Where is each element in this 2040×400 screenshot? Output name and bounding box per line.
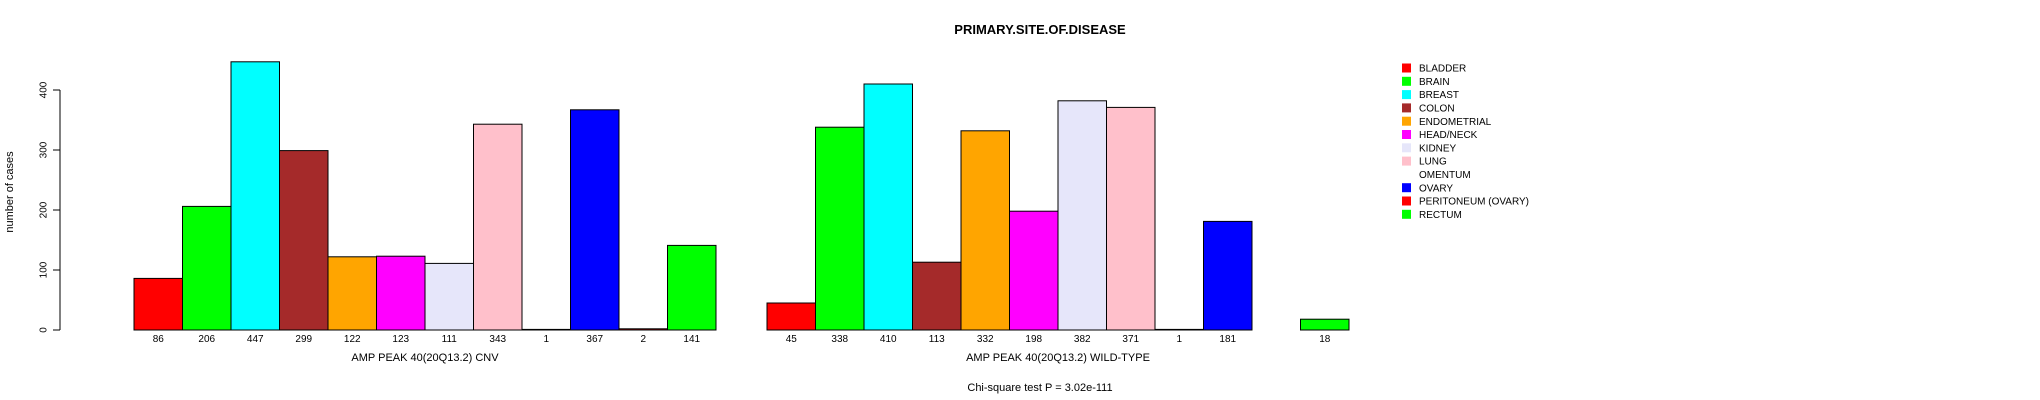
chart-title: PRIMARY.SITE.OF.DISEASE [954, 22, 1126, 37]
bar-brain [182, 205, 232, 331]
y-tick-label: 300 [39, 141, 50, 158]
legend-label: KIDNEY [1419, 143, 1457, 154]
bar-colon [279, 150, 329, 331]
bar-groups: 86 206 447 299 122 123 111 343 1 367 2 141 AMP PEAK … [133, 61, 1350, 364]
bar-value-label: 332 [977, 334, 994, 345]
y-axis: 0 100 200 300 400 [39, 81, 61, 333]
legend-swatch [1402, 103, 1411, 113]
legend-swatch [1402, 90, 1411, 100]
bar-bladder [133, 277, 183, 331]
bar-value-label: 111 [442, 334, 458, 345]
legend-label: BRAIN [1419, 77, 1450, 88]
legend-label: OMENTUM [1419, 170, 1471, 181]
bar-value-label: 338 [831, 334, 848, 345]
bar-colon [912, 261, 962, 331]
bar-value-label: 206 [198, 334, 215, 345]
legend-label: BREAST [1419, 90, 1459, 101]
y-tick-label: 400 [39, 81, 50, 98]
legend-swatch [1402, 143, 1411, 153]
y-tick-label: 0 [39, 327, 50, 333]
legend-swatch [1402, 183, 1411, 193]
y-tick-label: 100 [39, 261, 50, 278]
bar-value-label: 198 [1025, 334, 1042, 345]
y-tick-label: 200 [39, 201, 50, 218]
bar-value-label: 45 [786, 334, 798, 345]
legend-swatch [1402, 63, 1411, 73]
bar-breast [230, 61, 280, 331]
bar-value-label: 141 [683, 334, 700, 345]
bar-value-label: 367 [586, 334, 603, 345]
group-axis-label: AMP PEAK 40(20Q13.2) CNV [351, 352, 499, 364]
bar-ovary [1203, 220, 1253, 331]
legend-swatch [1402, 116, 1411, 126]
legend: BLADDER BRAIN BREAST COLON ENDOMETRIAL HEAD/N… [1402, 63, 1529, 221]
bar-endometrial [327, 256, 377, 331]
legend-label: OVARY [1419, 183, 1453, 194]
bar-value-label: 1 [543, 334, 549, 345]
legend-label: RECTUM [1419, 210, 1462, 221]
bar-rectum [667, 244, 717, 331]
legend-swatch [1402, 169, 1411, 179]
bar-value-label: 410 [880, 334, 897, 345]
legend-swatch [1402, 130, 1411, 139]
bar-lung [473, 123, 523, 331]
bar-value-label: 447 [247, 334, 264, 345]
bar-value-label: 382 [1074, 334, 1091, 345]
bar-value-label: 123 [392, 334, 409, 345]
bar-rectum [1300, 318, 1350, 331]
bar-head-neck [1009, 210, 1059, 331]
bar-bladder [766, 302, 816, 331]
bar-value-label: 1 [1176, 334, 1182, 345]
bar-breast [863, 83, 913, 331]
legend-swatch [1402, 156, 1411, 166]
chi-square-footer: Chi-square test P = 3.02e-111 [967, 382, 1112, 394]
bar-kidney [424, 262, 474, 331]
bar-group-2: 45 338 410 113 332 198 382 371 1 181 18 AMP PEAK 40… [766, 83, 1350, 364]
bar-value-label: 86 [153, 334, 165, 345]
legend-swatch [1402, 209, 1411, 219]
bar-ovary [570, 109, 620, 331]
bar-kidney [1057, 100, 1107, 331]
legend-swatch [1402, 196, 1411, 206]
bar-value-label: 371 [1122, 334, 1139, 345]
bar-head-neck [376, 255, 426, 331]
legend-label: HEAD/NECK [1419, 130, 1478, 141]
bar-omentum [1154, 328, 1204, 331]
bar-value-label: 299 [295, 334, 312, 345]
bar-value-label: 181 [1219, 334, 1236, 345]
bar-endometrial [960, 130, 1010, 331]
bar-lung [1106, 106, 1156, 331]
legend-label: PERITONEUM (OVARY) [1419, 197, 1529, 208]
bar-omentum [521, 328, 571, 331]
legend-label: LUNG [1419, 157, 1447, 168]
y-axis-label: number of cases [4, 151, 16, 233]
bar-value-label: 122 [344, 334, 361, 345]
bar-value-label: 18 [1319, 334, 1331, 345]
legend-label: BLADDER [1419, 64, 1466, 75]
bar-group-1: 86 206 447 299 122 123 111 343 1 367 2 141 AMP PEAK … [133, 61, 717, 364]
bar-value-label: 113 [929, 334, 945, 345]
legend-label: ENDOMETRIAL [1419, 117, 1492, 128]
bar-peritoneum-ovary [618, 328, 668, 331]
bar-value-label: 343 [489, 334, 506, 345]
group-axis-label: AMP PEAK 40(20Q13.2) WILD-TYPE [966, 352, 1150, 364]
bar-brain [815, 126, 865, 331]
legend-swatch [1402, 76, 1411, 86]
legend-label: COLON [1419, 104, 1455, 115]
bar-value-label: 2 [640, 334, 646, 345]
